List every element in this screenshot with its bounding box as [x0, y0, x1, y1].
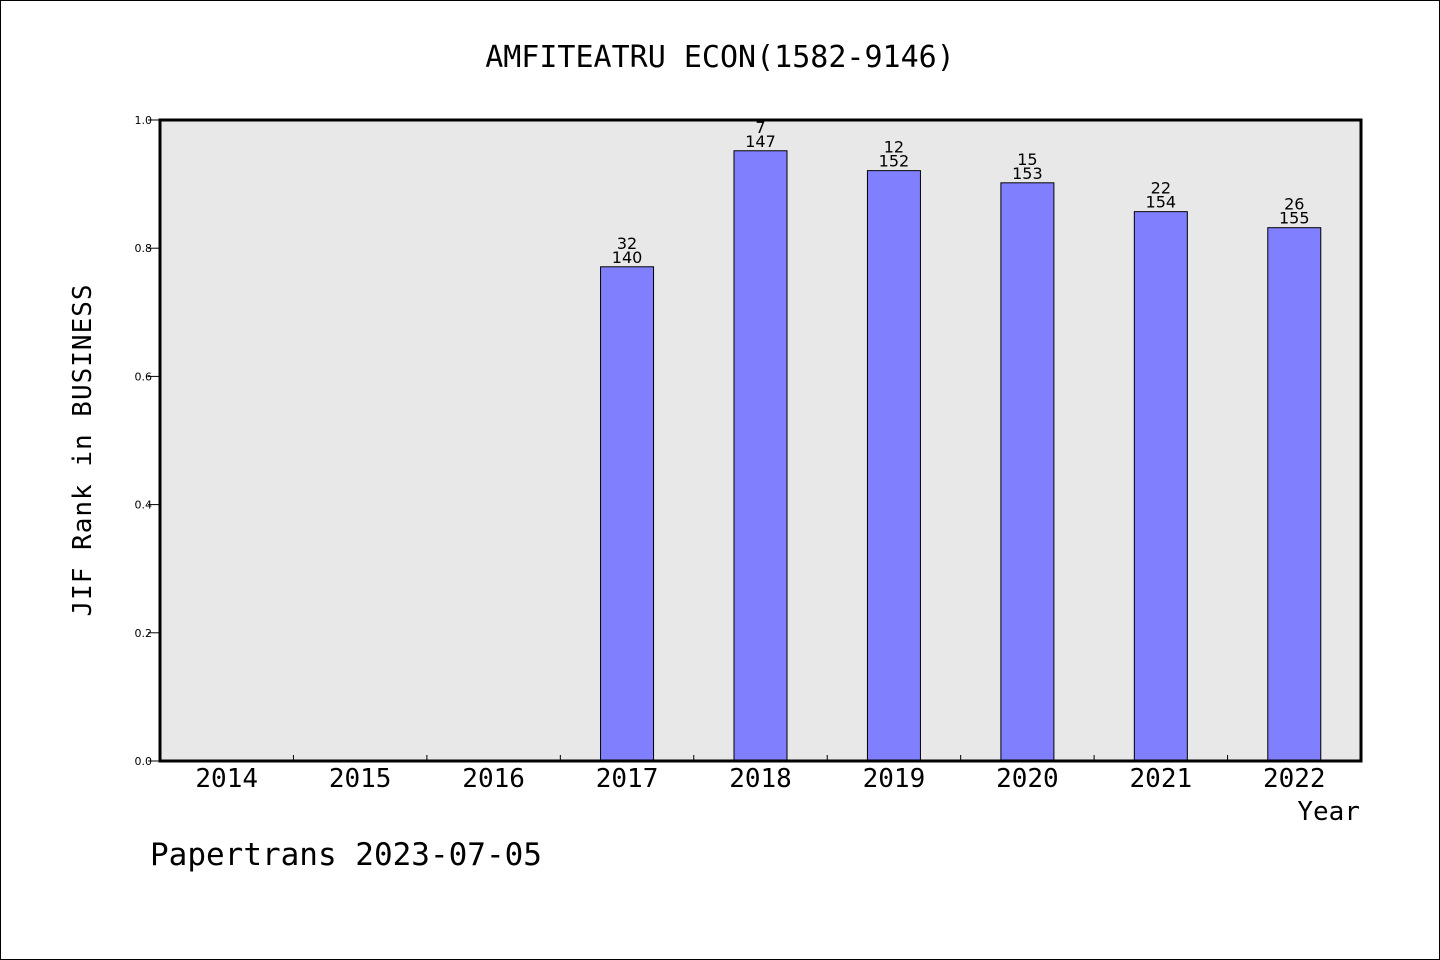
x-tick-label: 2019: [863, 764, 926, 794]
bar-rank-label: 12: [884, 138, 904, 157]
x-axis-label: Year: [1297, 797, 1360, 827]
bar-rank-label: 15: [1017, 150, 1037, 169]
bar: [1133, 211, 1188, 762]
footer-credit: Papertrans 2023-07-05: [150, 837, 542, 873]
bar-rank-label: 7: [755, 118, 765, 137]
x-tick-label: 2015: [329, 764, 392, 794]
y-tick-label: 0.4: [135, 499, 153, 512]
bar: [866, 170, 921, 762]
bar-rank-label: 22: [1151, 179, 1171, 198]
bar-total-label: 155: [1279, 209, 1310, 228]
x-tick-label: 2017: [596, 764, 659, 794]
y-axis-label: JIF Rank in BUSINESS: [68, 283, 98, 616]
x-tick-label: 2016: [462, 764, 525, 794]
x-axis: 2014 2015 2016 2017 2018 2019 2020 2021 2022: [195, 755, 1326, 794]
bar-total-label: 154: [1146, 193, 1177, 212]
x-tick-label: 2014: [195, 764, 258, 794]
chart-title: AMFITEATRU ECON(1582-9146): [485, 40, 955, 75]
x-tick-label: 2020: [996, 764, 1059, 794]
bar-total-label: 152: [879, 152, 910, 171]
bar: [600, 266, 655, 762]
plot-frame: [158, 118, 1363, 763]
bar-total-label: 147: [745, 132, 776, 151]
x-tick-label: 2018: [729, 764, 792, 794]
x-tick-label: 2022: [1263, 764, 1326, 794]
bar-total-label: 140: [612, 248, 643, 267]
bar-rank-label: 26: [1284, 195, 1304, 214]
y-axis: 0.0 0.2 0.4 0.6 0.8 1.0: [135, 114, 160, 768]
bar: [1267, 227, 1322, 762]
bar-rank-label: 32: [617, 234, 637, 253]
y-tick-label: 0.0: [135, 755, 153, 768]
y-tick-label: 1.0: [135, 114, 153, 127]
bar: [733, 150, 788, 762]
y-tick-label: 0.2: [135, 627, 153, 640]
y-tick-label: 0.6: [135, 370, 153, 383]
y-tick-label: 0.8: [135, 242, 153, 255]
bar-total-label: 153: [1012, 164, 1043, 183]
x-tick-label: 2021: [1130, 764, 1193, 794]
bar: [1000, 182, 1055, 762]
